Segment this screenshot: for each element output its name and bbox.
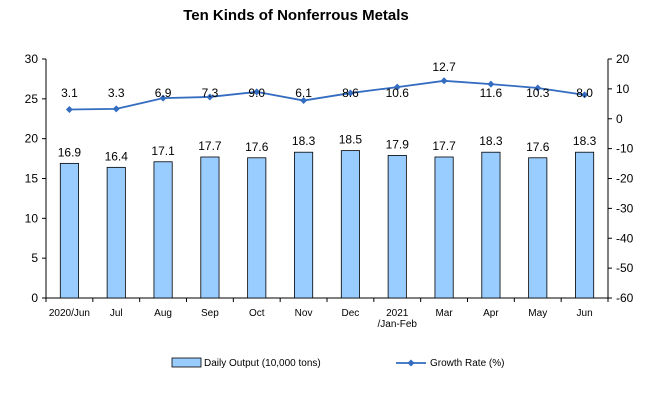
- growth-rate-point: [206, 93, 214, 101]
- bar-data-label: 17.6: [526, 140, 550, 154]
- growth-rate-point: [65, 105, 73, 113]
- y-left-tick-label: 30: [25, 52, 39, 66]
- bar-data-label: 18.3: [479, 134, 503, 148]
- bar: [59, 162, 79, 299]
- x-category-label: Dec: [342, 308, 360, 319]
- bar-data-label: 18.3: [573, 134, 597, 148]
- y-right-tick-label: -30: [616, 201, 634, 215]
- bar-data-label: 16.4: [105, 149, 129, 163]
- line-data-label: 3.1: [61, 86, 78, 100]
- y-right-tick-label: 0: [616, 112, 623, 126]
- line-data-label: 6.1: [295, 86, 312, 100]
- bar: [434, 156, 454, 299]
- legend-bar-label: Daily Output (10,000 tons): [204, 358, 321, 369]
- y-left-tick-label: 5: [31, 251, 38, 265]
- y-right-tick-label: -20: [616, 172, 634, 186]
- bar: [153, 161, 173, 299]
- line-data-label: 8.6: [342, 86, 359, 100]
- bar-data-label: 17.1: [151, 144, 175, 158]
- bar-data-label: 17.6: [245, 140, 269, 154]
- chart-title: Ten Kinds of Nonferrous Metals: [183, 7, 409, 24]
- bar: [106, 166, 126, 299]
- bar: [340, 150, 360, 299]
- legend-bar-swatch: [171, 357, 202, 368]
- bar: [528, 157, 548, 299]
- line-data-label: 11.6: [480, 86, 503, 100]
- bar: [247, 157, 267, 299]
- x-category-label: Jun: [577, 308, 593, 319]
- line-data-label: 10.6: [386, 86, 410, 100]
- bar-data-label: 16.9: [58, 145, 82, 159]
- y-left-tick-label: 25: [25, 92, 39, 106]
- x-category-label: Aug: [154, 308, 172, 319]
- bar-data-label: 18.5: [339, 133, 363, 147]
- bar-data-label: 17.7: [432, 139, 456, 153]
- line-data-label: 10.3: [526, 86, 550, 100]
- growth-rate-point: [346, 89, 354, 97]
- legend-line-marker: [407, 359, 415, 367]
- x-category-label: Jul: [110, 308, 123, 319]
- growth-rate-point: [300, 97, 308, 105]
- y-right-tick-label: 10: [616, 82, 630, 96]
- line-data-label: 12.7: [432, 60, 456, 74]
- growth-rate-point: [393, 83, 401, 91]
- line-data-label: 8.0: [576, 86, 593, 100]
- growth-rate-point: [112, 105, 120, 113]
- bar: [200, 156, 220, 299]
- bar-data-label: 17.9: [386, 137, 410, 151]
- line-data-label: 9.0: [248, 86, 265, 100]
- growth-rate-line: [69, 79, 585, 111]
- x-category-label: Apr: [483, 308, 499, 319]
- growth-rate-point: [487, 80, 495, 88]
- bar: [387, 154, 407, 299]
- y-left-tick-label: 0: [31, 291, 38, 305]
- plot-area: 0 5 10 15 20 25 30 -60 -50 -40 -30 -20 -10 0 10 20 16.9 1…: [25, 52, 634, 330]
- x-category-label: Mar: [435, 308, 453, 319]
- line-data-label: 6.9: [155, 86, 172, 100]
- x-category-label: 2020/Jun: [49, 308, 90, 319]
- bar: [294, 151, 314, 299]
- growth-rate-point: [440, 77, 448, 85]
- bar: [481, 151, 501, 299]
- growth-rate-point: [581, 91, 589, 99]
- line-data-label: 7.3: [202, 86, 219, 100]
- growth-rate-point: [534, 84, 542, 92]
- bar-data-label: 17.7: [198, 139, 222, 153]
- y-right-tick-label: -40: [616, 231, 634, 245]
- y-right-tick-label: 20: [616, 52, 630, 66]
- x-category-label: Oct: [249, 308, 265, 319]
- x-category-label: Sep: [201, 308, 219, 319]
- y-right-tick-label: -50: [616, 261, 634, 275]
- y-left-tick-label: 15: [25, 172, 39, 186]
- line-data-label: 3.3: [108, 86, 125, 100]
- legend: Daily Output (10,000 tons) Growth Rate (…: [171, 357, 504, 369]
- growth-rate-point: [253, 88, 261, 96]
- growth-rate-point: [159, 94, 167, 102]
- bar-data-label: 18.3: [292, 134, 316, 148]
- legend-line-label: Growth Rate (%): [430, 358, 504, 369]
- y-right-tick-label: -60: [616, 291, 634, 305]
- x-category-label: Nov: [295, 308, 313, 319]
- y-left-tick-label: 10: [25, 211, 39, 225]
- x-category-label: 2021/Jan-Feb: [378, 308, 418, 330]
- bar: [575, 151, 595, 299]
- x-category-label: May: [528, 308, 547, 319]
- y-left-tick-label: 20: [25, 132, 39, 146]
- y-right-tick-label: -10: [616, 142, 634, 156]
